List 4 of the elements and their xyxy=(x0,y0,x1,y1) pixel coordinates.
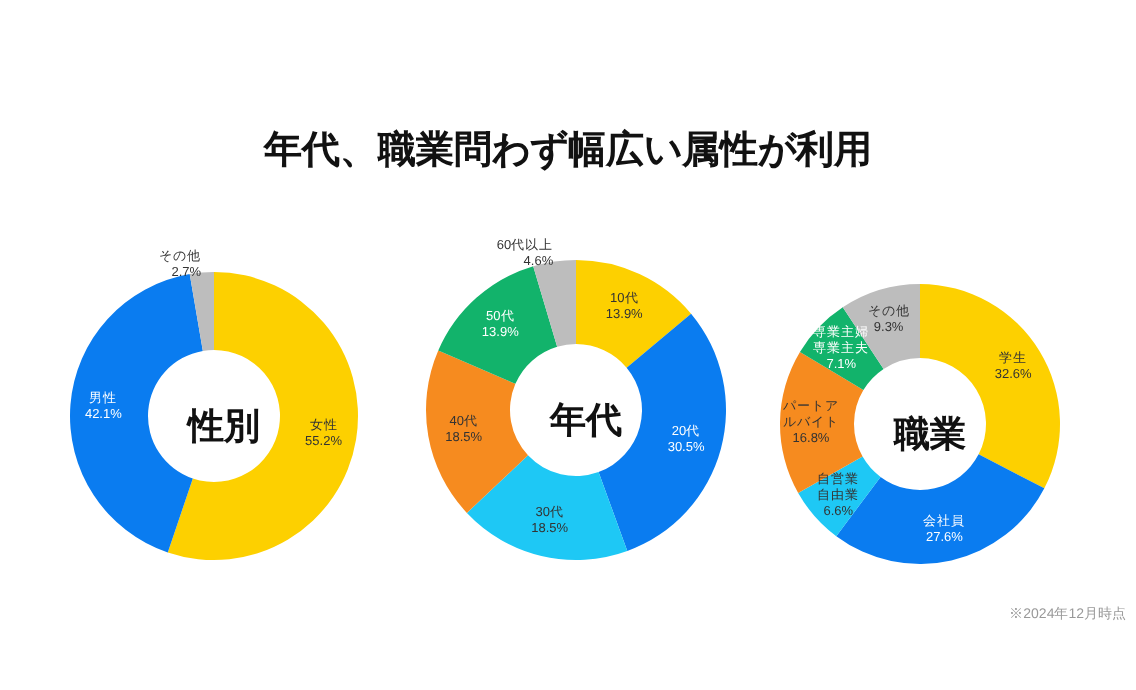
text: 年代 xyxy=(548,400,622,440)
text: 職業 xyxy=(892,414,966,454)
text: 性別 xyxy=(186,406,260,446)
text: 年代、職業問わず幅広い属性が利用 xyxy=(261,126,874,176)
